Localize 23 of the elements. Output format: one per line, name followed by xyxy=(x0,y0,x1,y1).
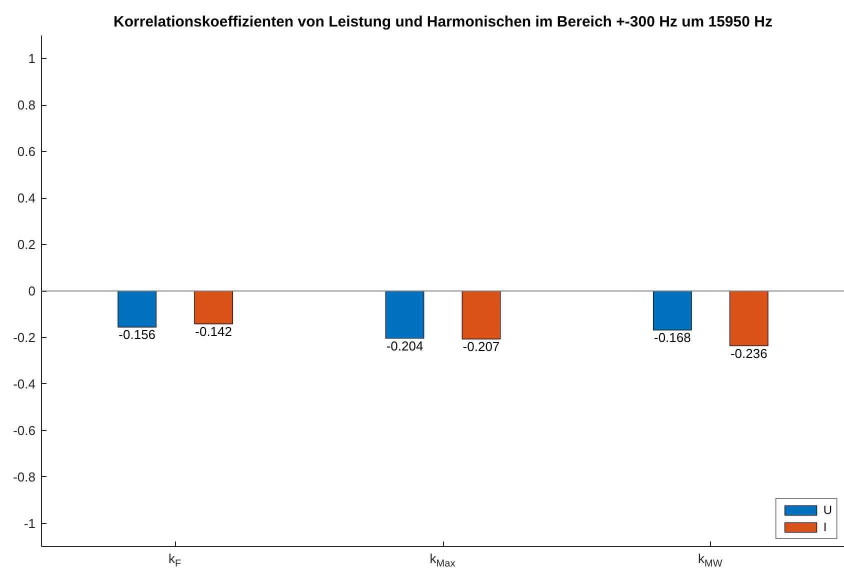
y-tick-label: 0.2 xyxy=(17,237,36,252)
x-tick-label: k$_{MW}$ xyxy=(698,551,722,572)
y-tick-label: -0.8 xyxy=(13,469,36,484)
legend-label: U xyxy=(823,503,832,517)
y-tick-label: -0.4 xyxy=(13,376,36,392)
data-label: -0.142 xyxy=(195,324,232,339)
y-tick-label: -1 xyxy=(24,516,36,531)
x-tick-label: k$_{Max}$ xyxy=(430,551,456,572)
data-label: -0.156 xyxy=(118,327,156,342)
y-tick-label: 1 xyxy=(28,51,36,66)
y-tick-label: 0.4 xyxy=(17,190,36,206)
y-tick-label: 0.8 xyxy=(17,98,36,113)
chart-title: Korrelationskoeffizienten von Leistung und Harmonischen im Bereich +-300 Hz um 15950 Hz xyxy=(114,14,772,30)
y-tick-label: 0.6 xyxy=(17,144,36,160)
y-tick-label: 0 xyxy=(28,284,36,298)
data-label: -0.204 xyxy=(386,338,424,354)
x-tick-label: k$_{F}$ xyxy=(168,551,182,572)
y-tick-label: -0.2 xyxy=(13,330,36,345)
data-label: -0.207 xyxy=(462,339,500,354)
legend-label: I xyxy=(823,520,828,534)
data-label: -0.168 xyxy=(654,330,691,346)
y-tick-label: -0.6 xyxy=(13,422,36,438)
data-label: -0.236 xyxy=(730,346,768,361)
